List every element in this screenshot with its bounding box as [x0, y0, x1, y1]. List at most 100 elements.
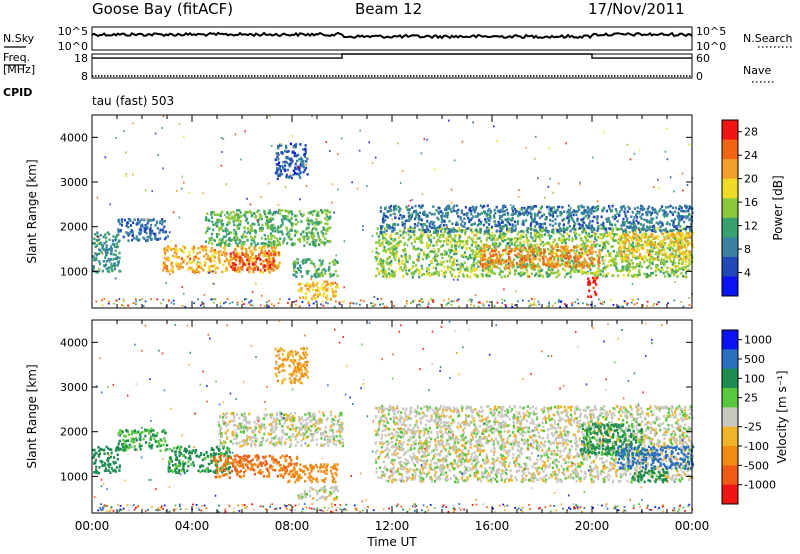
power-cell [606, 240, 609, 244]
power-cell [462, 245, 465, 249]
power-cell [648, 219, 651, 223]
power-speckle-cell [557, 182, 560, 185]
power-cell [227, 232, 230, 235]
power-cell [299, 163, 302, 167]
power-cell [548, 237, 552, 240]
power-cell [563, 210, 566, 213]
power-cell [262, 271, 265, 274]
power-cell [269, 252, 272, 256]
power-cell [488, 219, 491, 223]
power-cell [447, 254, 451, 258]
power-cell [661, 240, 664, 243]
power-cell [291, 224, 294, 228]
power-cell [480, 227, 483, 230]
power-cell [328, 273, 331, 276]
power-cell [624, 257, 627, 260]
power-cell [286, 209, 289, 213]
power-cell [679, 225, 682, 228]
power-cell [494, 249, 497, 252]
power-cell [296, 159, 299, 163]
power-cell [249, 250, 252, 253]
power-cell [655, 245, 658, 248]
power-cell [623, 221, 626, 224]
power-cell [265, 251, 268, 255]
power-cell [432, 266, 435, 269]
power-cell [302, 258, 305, 262]
power-near-range-cell [315, 300, 318, 303]
power-cell [211, 242, 214, 245]
power-cell [470, 243, 474, 247]
power-cell [602, 222, 605, 226]
power-cell [243, 230, 246, 234]
power-cell [556, 208, 559, 212]
power-cell [305, 166, 308, 170]
power-cell [388, 275, 391, 279]
power-cell [418, 228, 421, 232]
power-cell [260, 251, 263, 254]
power-cell [665, 260, 668, 263]
power-cell [516, 265, 519, 269]
power-cell [228, 221, 231, 225]
power-cell [477, 259, 480, 263]
power-cell [645, 229, 648, 232]
power-cell [519, 260, 522, 264]
power-cell [326, 282, 330, 286]
power-cell [248, 262, 251, 266]
power-cell [508, 246, 511, 249]
power-cell [430, 272, 434, 276]
power-cell [673, 261, 676, 265]
power-cell [305, 270, 308, 274]
power-cell [293, 269, 296, 272]
power-cell [468, 208, 471, 211]
power-cell [305, 160, 308, 163]
power-cell [514, 227, 517, 231]
power-cell [579, 255, 582, 259]
power-cell [600, 241, 603, 244]
power-cell [198, 251, 201, 254]
power-cell [639, 223, 643, 226]
power-cell [467, 227, 470, 230]
power-cell [383, 213, 386, 217]
power-cell [463, 221, 466, 225]
power-cell [561, 267, 564, 271]
power-cell [678, 267, 681, 271]
power-cell [317, 272, 320, 276]
power-cell [488, 274, 491, 278]
power-cell [281, 152, 284, 155]
power-cell [236, 209, 239, 212]
power-cell [322, 294, 325, 297]
power-near-range-cell [160, 302, 162, 305]
power-cell [199, 261, 202, 265]
power-cell [139, 224, 143, 228]
power-cell [502, 253, 505, 256]
power-cell [660, 259, 663, 263]
power-near-range-cell [405, 302, 408, 305]
power-cell [620, 208, 623, 211]
power-cell [272, 253, 275, 257]
power-cell [129, 224, 133, 227]
power-cell [273, 226, 276, 230]
power-cell [133, 218, 136, 221]
power-cell [113, 245, 116, 249]
power-cell [570, 248, 573, 252]
power-near-range-cell [533, 301, 535, 304]
power-cell [453, 252, 456, 256]
power-cell [385, 238, 388, 242]
power-near-range-cell [412, 300, 414, 303]
power-cell [451, 267, 454, 271]
power-cell [646, 258, 649, 262]
power-cell [494, 241, 497, 245]
power-cell [281, 220, 284, 223]
power-cell [556, 271, 559, 274]
freq-tick-low: 8 [81, 70, 88, 83]
power-cell [171, 265, 174, 269]
power-cell [475, 229, 478, 232]
power-cell [314, 209, 317, 213]
power-cell [310, 229, 314, 232]
power-cell [396, 246, 399, 249]
power-cell [633, 233, 636, 236]
power-cell [677, 207, 681, 211]
power-cell [438, 225, 441, 229]
power-cell [544, 255, 547, 258]
power-cell [667, 244, 670, 248]
